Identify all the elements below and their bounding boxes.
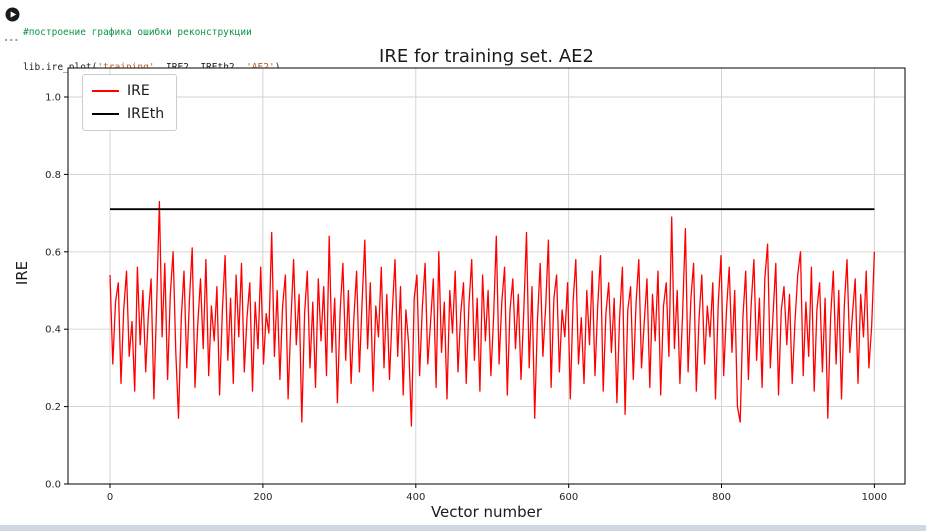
axes-background xyxy=(68,68,905,484)
x-tick-label: 0 xyxy=(107,492,113,503)
legend-label: IREth xyxy=(127,106,165,122)
legend-line-sample xyxy=(92,90,119,92)
code-string-token: 'AE2' xyxy=(246,61,275,73)
ire-series-line xyxy=(109,200,876,427)
code-comment-line: #построение графика ошибки реконструкции xyxy=(23,27,252,38)
x-axis-label: Vector number xyxy=(430,503,543,521)
axes-border xyxy=(67,67,906,485)
legend-line-sample xyxy=(92,113,119,115)
y-tick-label: 0.8 xyxy=(45,170,61,181)
x-tick-label: 800 xyxy=(712,492,731,503)
x-tick-label: 600 xyxy=(559,492,578,503)
legend: IRE IREth xyxy=(82,74,178,131)
y-tick-label: 0.6 xyxy=(45,247,61,258)
output-collapse-indicator[interactable]: ... xyxy=(4,31,20,44)
y-tick-label: 1.0 xyxy=(45,93,61,104)
legend-item: IRE xyxy=(92,83,164,99)
run-cell-button[interactable] xyxy=(5,6,21,22)
code-editor[interactable]: #построение графика ошибки реконструкции… xyxy=(23,4,280,96)
scrollbar-track[interactable] xyxy=(0,525,926,531)
code-token: lib.ire_plot( xyxy=(23,61,98,73)
y-tick-label: 0.2 xyxy=(45,402,61,413)
x-tick-label: 400 xyxy=(406,492,425,503)
chart-title: IRE for training set. AE2 xyxy=(379,46,594,67)
x-tick-label: 200 xyxy=(253,492,272,503)
y-axis-label: IRE xyxy=(13,260,32,286)
legend-label: IRE xyxy=(127,83,150,99)
code-token: , IRE2, IREth2, xyxy=(154,61,247,73)
legend-item: IREth xyxy=(92,106,164,122)
x-tick-label: 1000 xyxy=(862,492,887,503)
y-tick-label: 0.4 xyxy=(45,325,61,336)
code-string-token: 'training' xyxy=(97,61,155,73)
code-token: ) xyxy=(274,61,281,73)
y-tick-label: 0.0 xyxy=(45,480,61,491)
play-icon xyxy=(5,7,20,21)
code-line: lib.ire_plot('training', IRE2, IREth2, '… xyxy=(23,62,280,74)
